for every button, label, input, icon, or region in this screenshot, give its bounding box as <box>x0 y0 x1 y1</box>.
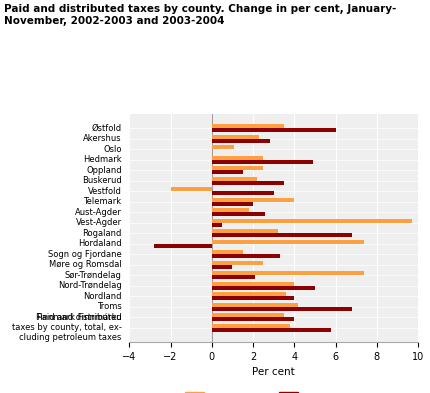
Bar <box>211 139 269 143</box>
Bar <box>154 244 211 248</box>
Bar <box>211 181 283 185</box>
Bar <box>211 124 283 129</box>
Bar <box>211 282 294 286</box>
Bar <box>211 254 279 258</box>
Bar <box>211 313 283 317</box>
Bar <box>211 229 277 233</box>
Bar <box>170 187 211 191</box>
Bar <box>211 129 335 132</box>
Bar <box>211 135 259 139</box>
Bar <box>211 191 273 195</box>
Bar <box>211 317 294 321</box>
Text: Paid and distributed taxes by county. Change in per cent, January-
November, 200: Paid and distributed taxes by county. Ch… <box>4 4 396 26</box>
Bar <box>211 303 298 307</box>
Bar <box>211 233 351 237</box>
Bar <box>211 323 289 327</box>
Bar <box>211 275 255 279</box>
Bar <box>211 296 294 300</box>
Bar <box>211 202 252 206</box>
Bar <box>211 250 242 254</box>
Bar <box>211 223 221 227</box>
Bar <box>211 156 263 160</box>
Bar <box>211 219 411 223</box>
Bar <box>211 170 242 174</box>
Bar <box>211 264 232 269</box>
Bar <box>211 271 364 275</box>
Bar <box>211 177 257 181</box>
Bar <box>211 292 286 296</box>
Bar <box>211 307 351 310</box>
Bar <box>211 166 263 170</box>
Bar <box>211 286 314 290</box>
Bar <box>211 240 364 244</box>
Bar <box>211 261 263 264</box>
Bar <box>211 198 294 202</box>
Bar <box>211 145 234 149</box>
Bar <box>211 208 249 212</box>
X-axis label: Per cent: Per cent <box>252 367 295 377</box>
Legend: 2002-2003, 2003-2004: 2002-2003, 2003-2004 <box>181 388 366 393</box>
Bar <box>211 160 312 164</box>
Bar <box>211 327 331 332</box>
Bar <box>211 212 265 216</box>
